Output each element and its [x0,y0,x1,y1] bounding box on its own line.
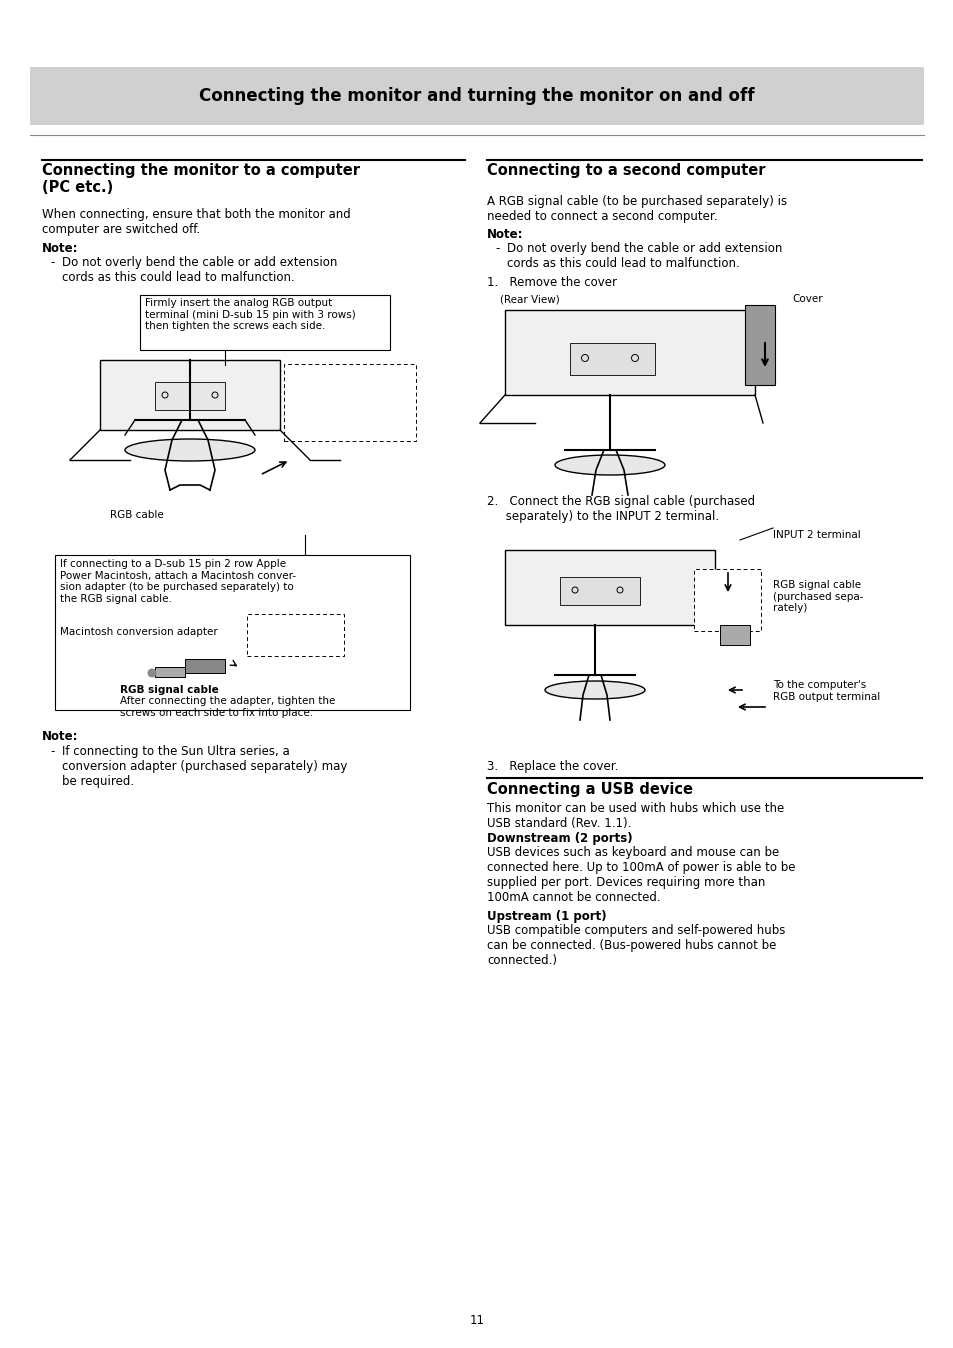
Text: Do not overly bend the cable or add extension
cords as this could lead to malfun: Do not overly bend the cable or add exte… [62,256,337,284]
Text: To the computer's
RGB output terminal: To the computer's RGB output terminal [772,679,880,701]
Bar [504,550,714,625]
Text: 2.   Connect the RGB signal cable (purchased
     separately) to the INPUT 2 ter: 2. Connect the RGB signal cable (purchas… [486,495,755,523]
Text: If connecting to a D-sub 15 pin 2 row Apple
Power Macintosh, attach a Macintosh : If connecting to a D-sub 15 pin 2 row Ap… [60,559,295,604]
Text: If connecting to the Sun Ultra series, a
conversion adapter (purchased separatel: If connecting to the Sun Ultra series, a… [62,745,347,789]
Text: RGB cable: RGB cable [110,510,164,520]
Text: RGB signal cable
(purchased sepa-
rately): RGB signal cable (purchased sepa- rately… [772,580,862,613]
Text: 11: 11 [469,1313,484,1326]
Bar [720,625,749,644]
Bar [559,577,639,605]
Bar [140,295,390,350]
Bar [185,659,225,673]
Text: Connecting to a second computer: Connecting to a second computer [486,163,764,178]
Ellipse shape [555,456,664,474]
Text: Note:: Note: [42,243,78,255]
Text: Cover: Cover [791,294,821,305]
Text: -: - [495,243,498,255]
FancyBboxPatch shape [693,569,760,631]
Text: Macintosh conversion adapter: Macintosh conversion adapter [60,627,217,638]
Text: Connecting a USB device: Connecting a USB device [486,782,692,797]
Text: Do not overly bend the cable or add extension
cords as this could lead to malfun: Do not overly bend the cable or add exte… [506,243,781,270]
Text: 1.   Remove the cover: 1. Remove the cover [486,276,617,288]
Bar [154,381,225,410]
Text: This monitor can be used with hubs which use the
USB standard (Rev. 1.1).: This monitor can be used with hubs which… [486,802,783,830]
Bar [744,305,774,386]
Text: -: - [50,256,54,270]
FancyBboxPatch shape [284,364,416,441]
Text: RGB signal cable: RGB signal cable [120,685,218,696]
Bar [30,67,923,125]
Text: Note:: Note: [486,228,523,241]
Text: Note:: Note: [42,731,78,743]
Text: When connecting, ensure that both the monitor and
computer are switched off.: When connecting, ensure that both the mo… [42,208,351,236]
Ellipse shape [125,439,254,461]
Bar [100,360,280,430]
Text: Connecting the monitor to a computer
(PC etc.): Connecting the monitor to a computer (PC… [42,163,359,195]
Text: -: - [50,745,54,758]
Text: USB devices such as keyboard and mouse can be
connected here. Up to 100mA of pow: USB devices such as keyboard and mouse c… [486,847,795,905]
Ellipse shape [544,681,644,700]
Bar [569,342,655,375]
Text: Firmly insert the analog RGB output
terminal (mini D-sub 15 pin with 3 rows)
the: Firmly insert the analog RGB output term… [145,298,355,332]
Text: After connecting the adapter, tighten the
screws on each side to fix into place.: After connecting the adapter, tighten th… [120,696,335,717]
Text: Upstream (1 port): Upstream (1 port) [486,910,606,923]
Text: Connecting the monitor and turning the monitor on and off: Connecting the monitor and turning the m… [199,88,754,105]
FancyBboxPatch shape [247,613,344,656]
Text: (Rear View): (Rear View) [499,294,559,305]
Text: 3.   Replace the cover.: 3. Replace the cover. [486,760,618,772]
Circle shape [148,669,156,677]
Bar [504,310,754,395]
Bar [55,555,410,710]
Bar [154,667,185,677]
Text: Downstream (2 ports): Downstream (2 ports) [486,832,632,845]
Text: USB compatible computers and self-powered hubs
can be connected. (Bus-powered hu: USB compatible computers and self-powere… [486,923,784,967]
Text: A RGB signal cable (to be purchased separately) is
needed to connect a second co: A RGB signal cable (to be purchased sepa… [486,195,786,222]
Text: INPUT 2 terminal: INPUT 2 terminal [772,530,860,541]
